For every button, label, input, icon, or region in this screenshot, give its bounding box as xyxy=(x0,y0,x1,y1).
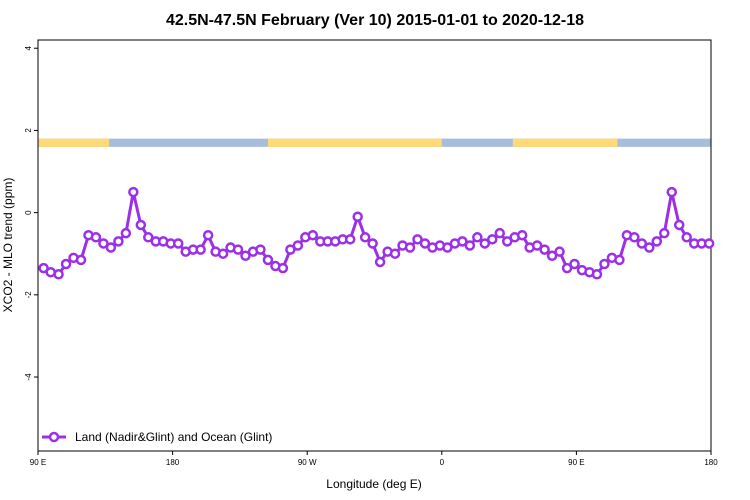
x-axis-label: Longitude (deg E) xyxy=(326,477,421,491)
data-point xyxy=(412,234,423,245)
y-axis: 4 2 0 -2 -4 xyxy=(24,45,38,381)
data-point xyxy=(128,186,139,198)
data-point xyxy=(487,234,498,245)
y-tick-label-1: 2 xyxy=(24,128,33,133)
series-group xyxy=(38,186,715,280)
land-segment-0 xyxy=(38,138,110,147)
data-point xyxy=(472,232,483,243)
data-point xyxy=(673,219,685,231)
data-point xyxy=(614,254,625,266)
data-point xyxy=(53,269,64,280)
data-point xyxy=(666,186,677,198)
data-point xyxy=(352,211,363,222)
data-point xyxy=(659,227,670,239)
data-point xyxy=(374,256,386,268)
data-point xyxy=(285,244,296,255)
data-point xyxy=(232,244,244,255)
y-tick-label-3: -2 xyxy=(24,291,33,299)
data-point xyxy=(516,229,528,241)
y-tick-label-2: 0 xyxy=(24,210,33,215)
data-point xyxy=(569,258,580,270)
data-point xyxy=(90,232,102,243)
x-tick-label-3: 0 xyxy=(440,458,445,467)
data-point xyxy=(113,236,124,247)
data-point xyxy=(277,262,289,274)
data-point xyxy=(307,229,319,241)
x-tick-label-0: 90 E xyxy=(30,458,46,467)
data-point xyxy=(120,227,132,239)
data-point xyxy=(195,244,206,255)
y-tick-label-0: 4 xyxy=(24,45,33,50)
x-tick-label-2: 90 W xyxy=(298,458,317,467)
x-tick-label-4: 90 E xyxy=(568,458,584,467)
x-tick-label-1: 180 xyxy=(166,458,180,467)
data-point xyxy=(591,269,603,280)
data-point xyxy=(240,250,251,262)
data-point xyxy=(703,238,715,249)
chart-title: 42.5N-47.5N February (Ver 10) 2015-01-01… xyxy=(166,12,584,29)
data-point xyxy=(344,234,356,245)
data-point xyxy=(60,258,72,270)
legend-marker xyxy=(48,431,60,443)
data-point xyxy=(681,232,692,243)
legend-label: Land (Nadir&Glint) and Ocean (Glint) xyxy=(75,430,272,444)
data-point xyxy=(644,242,655,253)
data-point xyxy=(359,232,371,243)
data-point xyxy=(255,244,266,255)
data-point xyxy=(629,232,640,243)
data-point xyxy=(636,238,648,249)
data-point xyxy=(494,227,506,239)
x-tick-label-5: 180 xyxy=(704,458,718,467)
data-point xyxy=(217,248,229,259)
data-point xyxy=(172,238,184,249)
data-point xyxy=(143,232,154,243)
data-point xyxy=(292,240,304,251)
data-point xyxy=(501,236,513,247)
data-point xyxy=(98,238,109,249)
data-point xyxy=(442,242,453,253)
legend: Land (Nadir&Glint) and Ocean (Glint) xyxy=(42,430,272,444)
data-point xyxy=(419,238,431,249)
data-point xyxy=(389,248,401,259)
y-axis-label: XCO2 - MLO trend (ppm) xyxy=(1,178,15,313)
data-point xyxy=(561,262,573,274)
data-point xyxy=(599,258,610,270)
data-point xyxy=(404,242,416,253)
data-point xyxy=(457,236,468,247)
data-point xyxy=(135,219,147,231)
data-point xyxy=(479,238,491,249)
data-point xyxy=(546,250,558,262)
y-tick-label-4: -4 xyxy=(24,373,33,381)
data-point xyxy=(75,254,87,266)
data-point xyxy=(554,246,565,257)
x-axis: 90 E 180 90 W 0 90 E 180 xyxy=(30,451,718,467)
data-point xyxy=(202,229,214,241)
land-segment-1 xyxy=(267,138,442,147)
data-point xyxy=(464,240,476,251)
data-point xyxy=(539,244,550,255)
strip-group xyxy=(38,138,711,147)
data-point xyxy=(367,238,378,249)
land-segment-2 xyxy=(512,138,618,147)
data-point xyxy=(105,242,117,253)
data-point xyxy=(262,254,274,266)
data-point xyxy=(651,236,663,247)
data-point xyxy=(531,240,543,251)
